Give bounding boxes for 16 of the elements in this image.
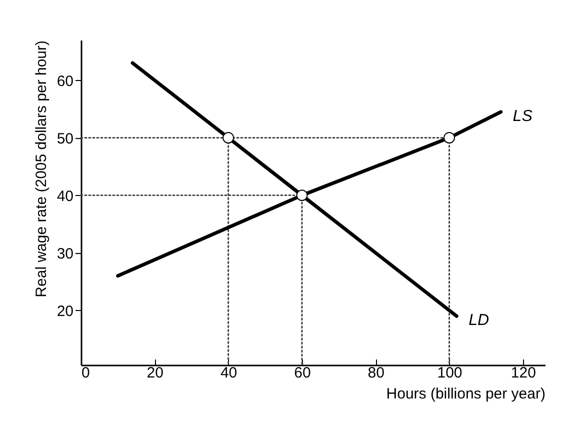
x-axis-title: Hours (billions per year) bbox=[386, 386, 546, 402]
x-tick-label: 20 bbox=[146, 364, 164, 382]
y-tick-label: 50 bbox=[56, 130, 74, 148]
x-tick-label: 80 bbox=[368, 364, 384, 382]
y-axis-title: Real wage rate (2005 dollars per hour) bbox=[32, 40, 50, 298]
x-tick-label: 60 bbox=[294, 364, 311, 382]
x-tick-label: 100 bbox=[437, 364, 462, 382]
y-tick-label: 30 bbox=[56, 245, 74, 262]
series-label: LD bbox=[468, 312, 490, 330]
y-tick-label: 60 bbox=[56, 72, 74, 90]
x-tick-label: 0 bbox=[82, 364, 90, 382]
x-tick-label: 120 bbox=[510, 364, 536, 382]
y-tick-label: 20 bbox=[56, 302, 74, 320]
y-tick-label: 40 bbox=[56, 188, 74, 205]
series-label: LS bbox=[512, 108, 533, 125]
x-tick-label: 40 bbox=[220, 364, 238, 382]
